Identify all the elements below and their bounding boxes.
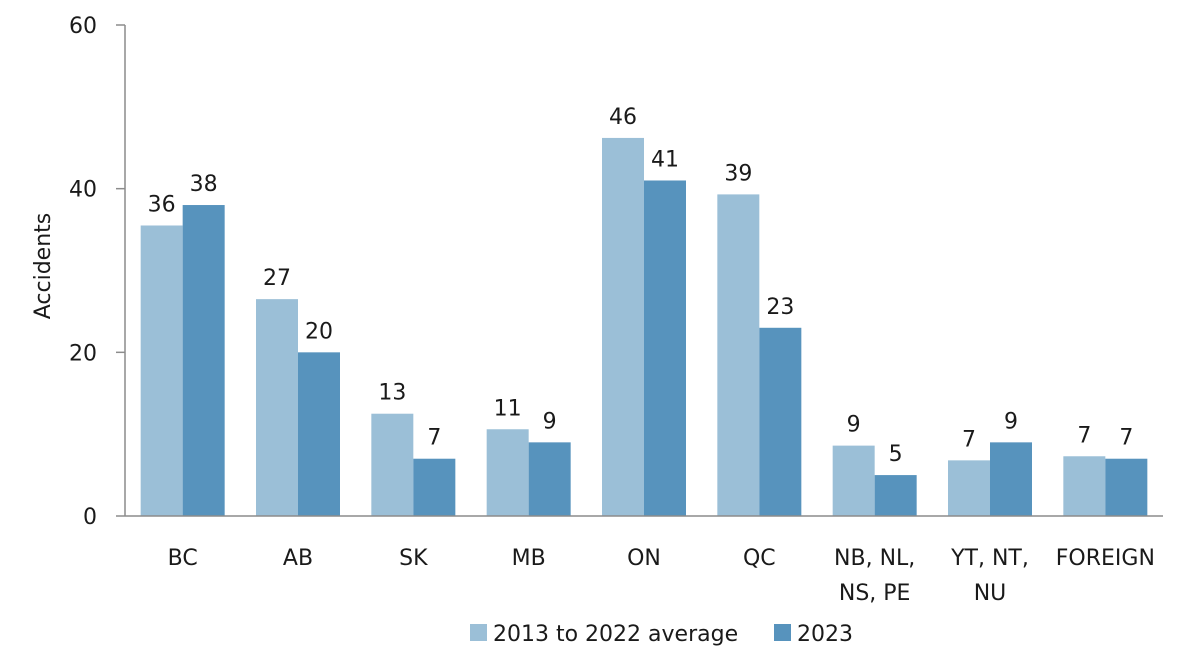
y-tick-label: 20 bbox=[69, 341, 97, 366]
data-label: 41 bbox=[651, 147, 679, 172]
bar-current bbox=[874, 475, 917, 516]
y-axis-ticks: 0 20 40 60 bbox=[69, 14, 125, 530]
bar-average bbox=[602, 137, 644, 516]
bars bbox=[140, 137, 1148, 517]
bar-average bbox=[832, 445, 875, 516]
bar-average bbox=[717, 194, 760, 516]
y-tick-label: 60 bbox=[69, 14, 97, 39]
bar-average bbox=[371, 413, 414, 516]
y-tick-label: 0 bbox=[83, 505, 97, 530]
bar-average bbox=[140, 225, 183, 516]
data-label: 7 bbox=[1077, 423, 1091, 448]
x-category-label: MB bbox=[512, 546, 546, 571]
data-label: 7 bbox=[1119, 426, 1133, 451]
x-axis-category-labels: BC AB SK MB ON QC NB, NL, NS, PE YT, NT, NU FOREIG… bbox=[168, 546, 1155, 606]
data-labels: 36 38 27 20 13 7 11 9 46 41 39 23 9 5 7 9 7 7 bbox=[148, 105, 1134, 467]
data-label: 39 bbox=[724, 161, 752, 186]
data-label: 7 bbox=[962, 427, 976, 452]
bar-average bbox=[486, 429, 529, 516]
bar-current bbox=[759, 327, 802, 516]
bar-average bbox=[948, 460, 990, 516]
x-category-label: ON bbox=[627, 546, 661, 571]
legend-label: 2023 bbox=[797, 622, 853, 647]
x-category-label: QC bbox=[743, 546, 776, 571]
data-label: 27 bbox=[263, 266, 291, 291]
bar-current bbox=[644, 180, 686, 516]
bar-current bbox=[298, 352, 340, 516]
bar-current bbox=[413, 458, 456, 516]
bar-current bbox=[528, 442, 571, 516]
data-label: 9 bbox=[847, 413, 861, 438]
data-label: 7 bbox=[427, 426, 441, 451]
y-axis-title: Accidents bbox=[31, 213, 56, 320]
x-category-label: NB, NL, NS, PE bbox=[834, 546, 915, 606]
bar-current bbox=[182, 205, 225, 517]
legend-label: 2013 to 2022 average bbox=[493, 622, 738, 647]
data-label: 9 bbox=[1004, 409, 1018, 434]
legend: 2013 to 2022 average 2023 bbox=[470, 622, 853, 647]
data-label: 11 bbox=[494, 396, 522, 421]
x-category-label: SK bbox=[399, 546, 428, 571]
data-label: 20 bbox=[305, 319, 333, 344]
data-label: 46 bbox=[609, 105, 637, 130]
data-label: 36 bbox=[148, 192, 176, 217]
data-label: 5 bbox=[889, 442, 903, 467]
bar-average bbox=[1063, 456, 1106, 516]
data-label: 9 bbox=[543, 409, 557, 434]
x-category-label: BC bbox=[168, 546, 198, 571]
y-tick-label: 40 bbox=[69, 178, 97, 203]
data-label: 23 bbox=[766, 295, 794, 320]
x-category-label: FOREIGN bbox=[1056, 546, 1155, 571]
data-label: 38 bbox=[190, 172, 218, 197]
data-label: 13 bbox=[378, 381, 406, 406]
bar-average bbox=[256, 299, 298, 516]
x-category-label: YT, NT, NU bbox=[950, 546, 1029, 606]
bar-current bbox=[990, 442, 1032, 516]
bar-current bbox=[1105, 458, 1148, 516]
x-category-label: AB bbox=[283, 546, 313, 571]
legend-swatch bbox=[774, 624, 791, 641]
legend-swatch bbox=[470, 624, 487, 641]
